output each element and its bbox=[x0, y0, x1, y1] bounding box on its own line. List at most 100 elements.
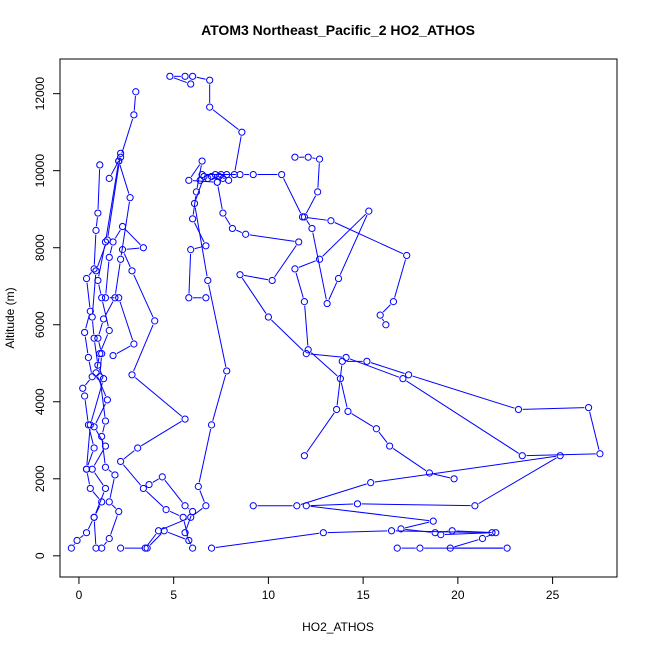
series-11-segment bbox=[454, 539, 479, 548]
series-10-segment bbox=[271, 319, 304, 352]
data-point bbox=[302, 502, 310, 510]
series-10-segment bbox=[310, 353, 342, 358]
data-point bbox=[403, 251, 411, 260]
x-tick-label: 20 bbox=[451, 588, 465, 602]
data-point bbox=[92, 369, 100, 377]
data-point bbox=[204, 276, 212, 285]
series-7-segment bbox=[283, 178, 302, 214]
series-11-segment bbox=[300, 483, 367, 505]
series-9-segment bbox=[310, 352, 338, 377]
series-10-segment bbox=[349, 358, 400, 378]
series-11-segment bbox=[478, 457, 557, 505]
series-layer bbox=[67, 72, 604, 552]
series-2-segment bbox=[86, 429, 91, 466]
data-point bbox=[109, 351, 117, 360]
data-point bbox=[139, 484, 147, 493]
series-1-segment bbox=[87, 520, 93, 530]
series-4-segment bbox=[122, 464, 142, 486]
data-point bbox=[181, 529, 189, 537]
data-point bbox=[202, 294, 210, 302]
series-10-segment bbox=[526, 453, 596, 457]
series-9-segment bbox=[433, 473, 451, 479]
series-4-segment bbox=[133, 324, 154, 372]
data-point bbox=[198, 157, 206, 165]
series-3-segment bbox=[119, 164, 130, 194]
data-point bbox=[295, 238, 303, 246]
x-tick-label: 15 bbox=[356, 588, 370, 602]
series-1-segment bbox=[93, 234, 97, 265]
data-point bbox=[363, 357, 371, 365]
data-point bbox=[187, 246, 195, 254]
data-point bbox=[314, 188, 322, 196]
series-4-segment bbox=[123, 253, 131, 268]
data-point bbox=[204, 174, 212, 182]
data-point bbox=[139, 244, 147, 252]
data-point bbox=[249, 502, 257, 510]
series-3-segment bbox=[105, 301, 114, 316]
data-point bbox=[132, 88, 140, 96]
x-axis-label: HO2_ATHOS bbox=[302, 620, 374, 634]
data-point bbox=[101, 484, 110, 493]
data-point bbox=[376, 311, 384, 319]
data-point bbox=[103, 396, 111, 404]
data-point bbox=[230, 170, 238, 179]
series-9 bbox=[291, 153, 458, 483]
data-point bbox=[115, 294, 123, 302]
data-point bbox=[217, 170, 225, 179]
data-point bbox=[118, 222, 127, 231]
series-9-segment bbox=[317, 163, 320, 188]
data-point bbox=[185, 176, 193, 184]
data-point bbox=[109, 238, 117, 246]
data-point bbox=[344, 407, 352, 415]
data-point bbox=[416, 544, 424, 552]
data-point bbox=[94, 209, 102, 217]
series-13-segment bbox=[208, 284, 227, 367]
series-10-segment bbox=[249, 234, 295, 242]
series-9-segment bbox=[351, 413, 374, 427]
series-11-segment bbox=[310, 503, 354, 507]
data-point bbox=[117, 153, 125, 161]
data-point bbox=[211, 170, 219, 179]
data-point bbox=[181, 502, 189, 510]
data-point bbox=[338, 357, 346, 365]
data-point bbox=[88, 373, 96, 381]
data-point bbox=[118, 246, 127, 254]
data-point bbox=[219, 209, 227, 217]
series-2-segment bbox=[105, 165, 119, 238]
data-point bbox=[130, 340, 138, 348]
series-1-segment bbox=[84, 400, 89, 421]
series-7-segment bbox=[306, 216, 327, 221]
series-13-segment bbox=[212, 374, 227, 421]
data-point bbox=[225, 176, 233, 184]
data-point bbox=[304, 153, 312, 161]
data-point bbox=[300, 298, 308, 306]
y-axis: 0 2000 4000 6000 8000 10000 12000 bbox=[33, 77, 61, 559]
data-point bbox=[94, 276, 102, 285]
data-point bbox=[518, 452, 526, 460]
series-4-segment bbox=[167, 531, 186, 540]
data-point bbox=[387, 527, 396, 535]
series-1-segment bbox=[92, 491, 100, 500]
data-point bbox=[115, 507, 123, 516]
y-tick-label: 2000 bbox=[33, 465, 47, 492]
series-9-segment bbox=[298, 260, 316, 268]
series-3-segment bbox=[108, 469, 112, 473]
series-10-segment bbox=[406, 380, 520, 454]
data-point bbox=[315, 155, 324, 163]
series-4-segment bbox=[119, 301, 134, 341]
data-point bbox=[181, 415, 189, 423]
data-point bbox=[327, 217, 335, 225]
data-point bbox=[353, 500, 362, 508]
series-3-segment bbox=[109, 478, 115, 498]
data-point bbox=[304, 346, 312, 354]
data-point bbox=[556, 452, 564, 460]
series-5-segment bbox=[110, 160, 120, 175]
series-3-segment bbox=[102, 424, 105, 433]
data-point bbox=[206, 76, 214, 84]
series-1-segment bbox=[95, 217, 98, 227]
data-point bbox=[342, 353, 350, 362]
data-point bbox=[471, 502, 479, 510]
series-2-segment bbox=[95, 492, 105, 514]
